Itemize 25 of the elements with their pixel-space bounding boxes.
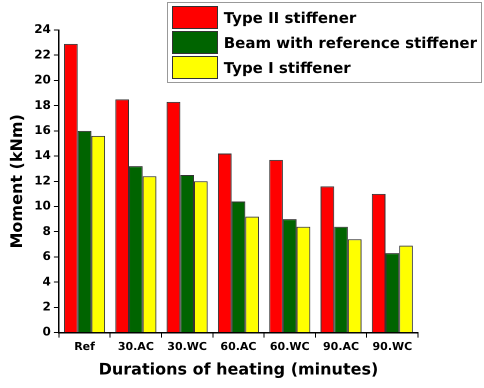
y-tick-label: 10 [34,198,51,213]
y-tick-label: 24 [34,22,51,36]
y-tick-label: 22 [34,47,51,62]
x-tick-label: 30.AC [118,340,154,354]
y-tick-label: 6 [42,249,51,264]
x-tick-label: 60.WC [270,340,310,354]
x-tick-label: 90.AC [323,340,360,354]
legend-label: Beam with reference stiffener [224,34,477,52]
x-tick-label: 30.WC [167,340,207,354]
legend-label: Type II stiffener [224,8,356,26]
y-tick-label: 14 [34,148,51,162]
x-tick-label: 90.WC [372,340,412,354]
y-tick-label: 18 [34,98,51,112]
x-axis-title: Durations of heating (minutes) [98,360,378,379]
y-tick-label: 16 [34,122,51,137]
y-tick-label: 8 [42,224,51,238]
x-tick-label: 60.AC [220,340,256,354]
y-axis-title: Moment (kNm) [6,114,26,248]
y-tick-label: 0 [42,324,51,339]
y-tick-label: 4 [42,274,51,288]
x-tick-label: Ref [74,340,96,354]
y-tick-label: 20 [34,72,51,87]
y-tick-label: 2 [42,300,51,314]
legend-label: Type I stiffener [224,58,351,76]
y-tick-label: 12 [34,173,51,188]
